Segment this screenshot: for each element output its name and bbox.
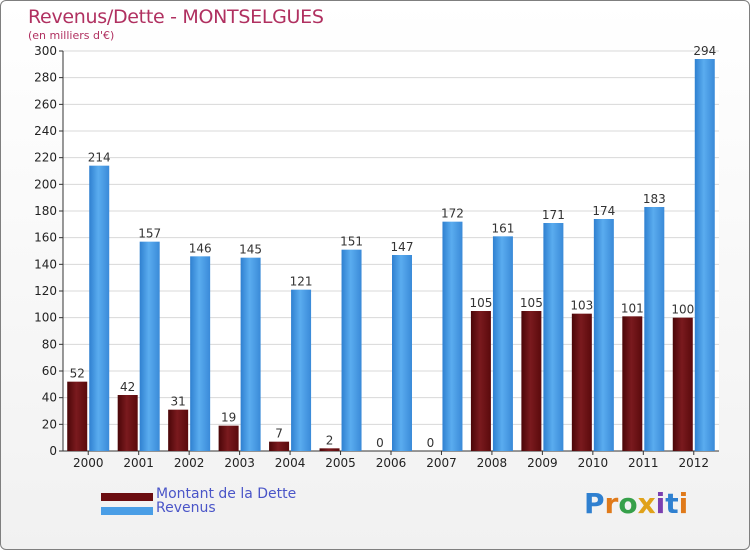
bar-revenus — [392, 255, 412, 451]
data-label-dette: 105 — [520, 296, 543, 310]
x-tick-label: 2003 — [224, 456, 255, 470]
data-label-dette: 2 — [326, 433, 334, 447]
data-label-revenus: 157 — [138, 227, 161, 241]
bar-revenus — [291, 289, 312, 451]
bar-dette — [168, 409, 189, 451]
bar-dette — [117, 395, 138, 451]
data-label-dette: 0 — [427, 436, 435, 450]
logo-letter: i — [678, 487, 689, 520]
data-label-revenus: 171 — [542, 208, 565, 222]
data-label-revenus: 151 — [340, 235, 363, 249]
legend-label-revenus: Revenus — [156, 500, 216, 516]
proxiti-logo: Proxiti — [584, 487, 688, 520]
x-tick-label: 2008 — [477, 456, 508, 470]
x-tick-label: 2005 — [325, 456, 356, 470]
legend-label-dette: Montant de la Dette — [156, 486, 297, 502]
logo-letter: i — [655, 487, 666, 520]
x-tick-label: 2000 — [73, 456, 104, 470]
bar-dette — [319, 448, 340, 451]
y-tick-label: 180 — [34, 204, 57, 218]
bar-dette — [521, 311, 542, 451]
bar-dette — [218, 425, 239, 451]
bar-dette — [622, 316, 643, 451]
bar-dette — [571, 313, 592, 451]
x-tick-label: 2009 — [527, 456, 558, 470]
bar-revenus — [89, 165, 110, 451]
x-tick-label: 2010 — [578, 456, 609, 470]
bar-revenus — [492, 236, 513, 451]
x-tick-label: 2001 — [123, 456, 154, 470]
data-label-revenus: 294 — [693, 44, 716, 58]
y-tick-label: 260 — [34, 97, 57, 111]
data-label-revenus: 147 — [391, 240, 414, 254]
bar-revenus — [593, 219, 614, 451]
bar-revenus — [341, 249, 362, 451]
bar-dette — [269, 441, 290, 451]
data-label-revenus: 174 — [592, 204, 615, 218]
y-tick-label: 300 — [34, 44, 57, 58]
data-label-revenus: 146 — [189, 241, 212, 255]
y-tick-label: 140 — [34, 257, 57, 271]
y-tick-label: 40 — [42, 391, 57, 405]
x-tick-label: 2011 — [628, 456, 659, 470]
data-label-dette: 103 — [570, 299, 593, 313]
data-label-dette: 0 — [376, 436, 384, 450]
data-label-dette: 19 — [221, 411, 236, 425]
bar-dette — [67, 381, 88, 451]
logo-letter: t — [665, 487, 679, 520]
chart-subtitle: (en milliers d'€) — [28, 29, 115, 42]
bar-revenus — [543, 223, 564, 451]
data-label-revenus: 161 — [491, 221, 514, 235]
legend-swatch-revenus — [101, 507, 153, 515]
data-label-dette: 52 — [70, 367, 85, 381]
bar-dette — [672, 317, 693, 451]
bar-revenus — [644, 207, 665, 451]
data-label-dette: 105 — [469, 296, 492, 310]
data-label-dette: 31 — [171, 395, 186, 409]
bar-revenus — [694, 59, 715, 451]
data-label-revenus: 214 — [88, 151, 111, 165]
y-tick-label: 0 — [49, 444, 57, 458]
bar-revenus — [442, 221, 463, 451]
data-label-dette: 100 — [671, 303, 694, 317]
y-tick-label: 280 — [34, 71, 57, 85]
bar-revenus — [190, 256, 211, 451]
logo-letter: r — [604, 487, 619, 520]
data-label-revenus: 172 — [441, 207, 464, 221]
y-tick-label: 120 — [34, 284, 57, 298]
chart-title: Revenus/Dette - MONTSELGUES — [28, 6, 324, 28]
bar-dette — [470, 311, 491, 451]
logo-letter: x — [637, 487, 656, 520]
data-label-revenus: 183 — [643, 192, 666, 206]
logo-letter: P — [584, 487, 605, 520]
y-tick-label: 240 — [34, 124, 57, 138]
x-tick-label: 2002 — [174, 456, 205, 470]
bar-revenus — [139, 241, 160, 451]
data-label-dette: 101 — [621, 301, 644, 315]
y-tick-label: 200 — [34, 177, 57, 191]
x-tick-label: 2007 — [426, 456, 457, 470]
y-tick-label: 60 — [42, 364, 57, 378]
data-label-revenus: 145 — [239, 243, 262, 257]
y-tick-label: 20 — [42, 417, 57, 431]
x-tick-label: 2006 — [376, 456, 407, 470]
y-tick-label: 100 — [34, 311, 57, 325]
legend-swatch-dette — [101, 493, 153, 501]
y-tick-label: 220 — [34, 151, 57, 165]
logo-letter: o — [618, 487, 638, 520]
data-label-dette: 42 — [120, 380, 135, 394]
bar-revenus — [240, 257, 261, 451]
x-tick-label: 2004 — [275, 456, 306, 470]
x-tick-label: 2012 — [678, 456, 709, 470]
y-tick-label: 80 — [42, 337, 57, 351]
data-label-revenus: 121 — [290, 275, 313, 289]
data-label-dette: 7 — [275, 427, 283, 441]
y-tick-label: 160 — [34, 231, 57, 245]
